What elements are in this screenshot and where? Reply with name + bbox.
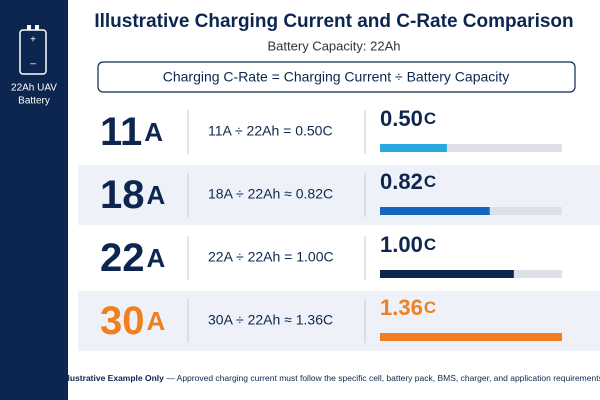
current: 11A xyxy=(100,110,163,154)
current-unit: A xyxy=(147,243,166,273)
bar xyxy=(380,270,514,278)
c-rate-value: 1.36 xyxy=(380,295,423,320)
c-rate-unit: C xyxy=(424,172,436,191)
c-rate-unit: C xyxy=(424,235,436,254)
c-rate-value: 0.82 xyxy=(380,169,423,194)
bar-track xyxy=(380,144,562,152)
current-unit: A xyxy=(144,117,163,147)
c-rate: 1.00C xyxy=(380,232,436,257)
formula: Charging C-Rate = Charging Current ÷ Bat… xyxy=(163,69,510,85)
footer: Illustrative Example Only — Approved cha… xyxy=(63,373,600,383)
title: Illustrative Charging Current and C-Rate… xyxy=(94,11,573,32)
current-value: 30 xyxy=(100,299,145,343)
battery-terminal xyxy=(35,25,39,30)
c-rate-unit: C xyxy=(424,109,436,128)
current-value: 11 xyxy=(100,110,142,154)
current: 30A xyxy=(100,299,166,343)
current-unit: A xyxy=(147,306,166,336)
current-unit: A xyxy=(147,180,166,210)
bar xyxy=(380,144,447,152)
c-rate-value: 0.50 xyxy=(380,106,423,131)
battery-icon xyxy=(19,29,47,75)
bar xyxy=(380,207,490,215)
c-rate: 0.82C xyxy=(380,169,436,194)
sidebar xyxy=(0,0,68,400)
c-rate-value: 1.00 xyxy=(380,232,423,257)
sidebar-label: 22Ah UAV xyxy=(11,83,57,94)
current-value: 22 xyxy=(100,236,145,280)
bar xyxy=(380,333,562,341)
battery-terminal xyxy=(27,25,31,30)
c-rate: 1.36C xyxy=(380,295,436,320)
sidebar-label: Battery xyxy=(18,96,50,107)
current-value: 18 xyxy=(100,173,145,217)
row-formula: 30A ÷ 22Ah ≈ 1.36C xyxy=(208,312,333,328)
formula-box xyxy=(97,61,576,93)
current: 22A xyxy=(100,236,166,280)
subtitle: Battery Capacity: 22Ah xyxy=(268,38,401,53)
footer-bold: Illustrative Example Only xyxy=(63,373,164,383)
row-formula: 11A ÷ 22Ah = 0.50C xyxy=(208,123,333,139)
footer-text: — Approved charging current must follow … xyxy=(164,373,600,383)
battery-plus: + xyxy=(30,35,36,46)
current: 18A xyxy=(100,173,166,217)
row-formula: 18A ÷ 22Ah ≈ 0.82C xyxy=(208,186,333,202)
c-rate-unit: C xyxy=(424,298,436,317)
c-rate: 0.50C xyxy=(380,106,436,131)
row-formula: 22A ÷ 22Ah = 1.00C xyxy=(208,249,334,265)
battery-minus: – xyxy=(30,59,36,70)
